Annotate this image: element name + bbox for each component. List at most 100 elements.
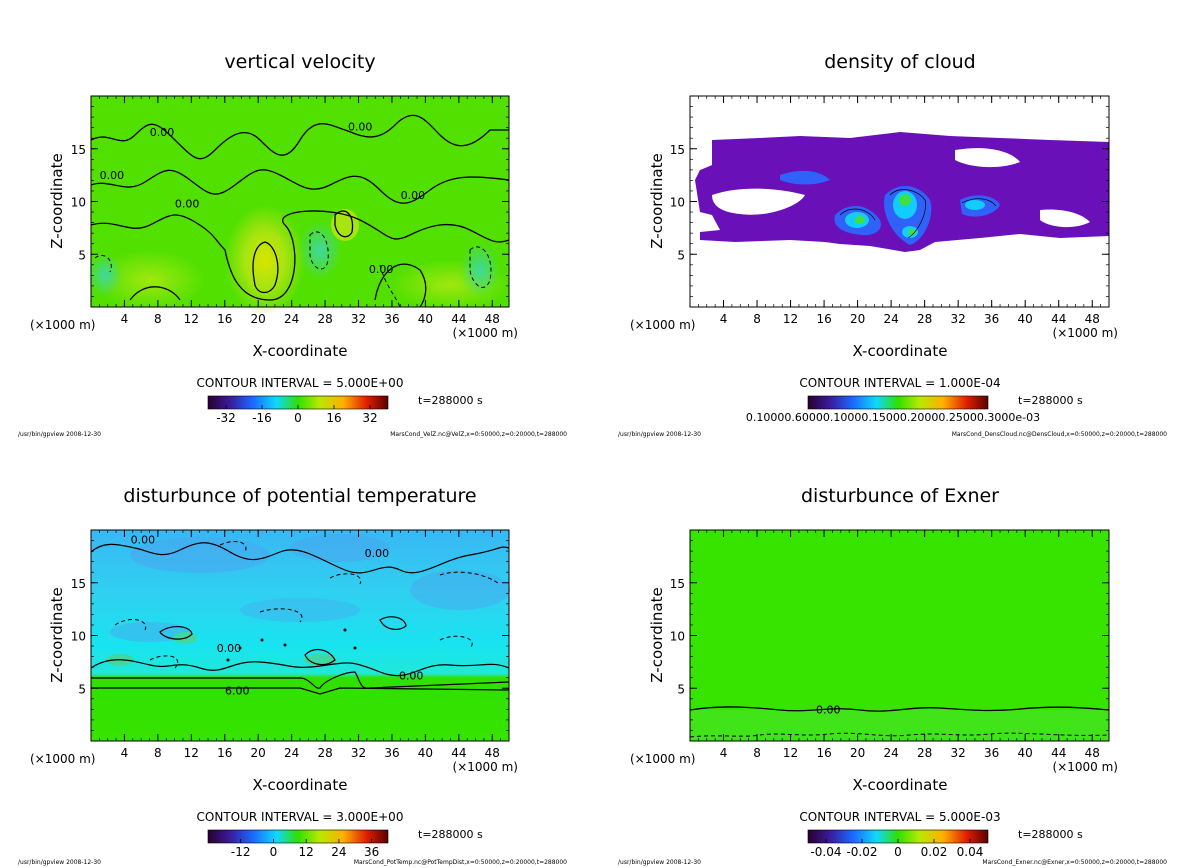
x-tick-label: 16	[217, 746, 232, 760]
x-unit-right: (×1000 m)	[453, 326, 518, 340]
x-tick-label: 12	[184, 746, 199, 760]
x-tick-label: 36	[984, 746, 999, 760]
colorbar-tick-label: -16	[252, 411, 272, 425]
contour-label: 0.00	[369, 263, 394, 276]
x-unit-left: (×1000 m)	[630, 752, 695, 766]
y-tick-label: 10	[670, 630, 685, 644]
colorbar-tick-label: 0.02	[921, 845, 948, 859]
x-tick-label: 4	[720, 312, 728, 326]
time-label: t=288000 s	[1018, 394, 1083, 407]
contour-interval: CONTOUR INTERVAL = 3.000E+00	[197, 810, 404, 824]
y-tick-label: 5	[677, 248, 685, 262]
y-tick-label: 10	[71, 196, 86, 210]
contour-label: 0.00	[100, 169, 125, 182]
x-tick-label: 28	[317, 312, 332, 326]
x-tick-label: 12	[783, 746, 798, 760]
x-tick-label: 32	[951, 746, 966, 760]
x-tick-label: 24	[284, 312, 299, 326]
x-tick-label: 20	[251, 312, 266, 326]
y-tick-label: 5	[78, 682, 86, 696]
contour-labels: 0.00 0.00 0.00 0.00 6.00	[131, 533, 424, 697]
x-unit-right: (×1000 m)	[1053, 326, 1118, 340]
chart-title: density of cloud	[824, 51, 976, 73]
x-axis-label: X-coordinate	[853, 342, 948, 360]
colorbar: -32 -16 0 16 32	[207, 395, 389, 425]
y-tick-label: 10	[670, 196, 685, 210]
y-tick-label: 15	[670, 577, 685, 591]
contour-label: 0.00	[131, 533, 156, 546]
x-tick-label: 44	[451, 746, 466, 760]
contour-label: 0.00	[816, 703, 841, 716]
x-tick-label: 4	[121, 312, 129, 326]
time-label: t=288000 s	[418, 828, 483, 841]
contour-interval: CONTOUR INTERVAL = 1.000E-04	[799, 376, 1000, 390]
plot-area	[90, 529, 510, 742]
footer-right: MarsCond_VelZ.nc@VelZ,x=0:50000,z=0:2000…	[390, 431, 567, 438]
x-tick-label: 48	[485, 746, 500, 760]
x-tick-label: 28	[317, 746, 332, 760]
contour-labels: 0.00	[816, 703, 841, 716]
x-tick-label: 36	[984, 312, 999, 326]
x-tick-label: 40	[1018, 312, 1033, 326]
footer-left: /usr/bin/gpview 2008-12-30	[18, 431, 101, 438]
colorbar-tick-label: 32	[362, 411, 377, 425]
colorbar: 0.10000.60000.10000.15000.20000.25000.30…	[746, 395, 1040, 424]
plot-area	[689, 95, 1110, 308]
x-tick-label: 8	[753, 312, 761, 326]
x-unit-left: (×1000 m)	[30, 752, 95, 766]
plot-area	[87, 95, 510, 315]
y-tick-label: 15	[71, 577, 86, 591]
x-tick-label: 4	[720, 746, 728, 760]
x-tick-label: 28	[917, 312, 932, 326]
contour-label: 6.00	[225, 684, 250, 697]
colorbar: -12 0 12 24 36	[207, 829, 389, 859]
x-tick-label: 8	[753, 746, 761, 760]
y-tick-label: 5	[78, 248, 86, 262]
x-tick-label: 28	[917, 746, 932, 760]
panel-vertical-velocity: vertical velocity	[18, 51, 567, 438]
panel-potential-temperature: disturbunce of potential temperature	[18, 485, 567, 866]
contour-interval: CONTOUR INTERVAL = 5.000E+00	[197, 376, 404, 390]
contour-label: 0.00	[217, 642, 242, 655]
x-tick-label: 20	[850, 746, 865, 760]
x-tick-label: 48	[1085, 746, 1100, 760]
colorbar-tick-label: 0	[894, 845, 902, 859]
x-tick-label: 24	[883, 312, 898, 326]
x-tick-label: 40	[1018, 746, 1033, 760]
contour-label: 0.00	[399, 670, 424, 683]
colorbar-tick-label: -32	[216, 411, 236, 425]
x-tick-label: 44	[451, 312, 466, 326]
x-tick-label: 40	[418, 312, 433, 326]
y-axis-label: Z-coordinate	[48, 587, 66, 682]
x-unit-right: (×1000 m)	[453, 760, 518, 774]
y-tick-label: 15	[71, 143, 86, 157]
y-axis-label: Z-coordinate	[648, 587, 666, 682]
colorbar-tick-label: 0	[270, 845, 278, 859]
y-tick-label: 15	[670, 143, 685, 157]
colorbar-tick-label: 0.04	[957, 845, 984, 859]
x-tick-label: 32	[951, 312, 966, 326]
x-tick-label: 16	[217, 312, 232, 326]
x-unit-left: (×1000 m)	[630, 318, 695, 332]
x-unit-left: (×1000 m)	[30, 318, 95, 332]
x-axis-label: X-coordinate	[853, 776, 948, 794]
x-tick-label: 12	[184, 312, 199, 326]
y-axis-label: Z-coordinate	[48, 153, 66, 248]
x-tick-label: 48	[1085, 312, 1100, 326]
colorbar-tick-label: -0.02	[846, 845, 877, 859]
x-tick-label: 20	[251, 746, 266, 760]
x-unit-right: (×1000 m)	[1053, 760, 1118, 774]
colorbar-tick-label: 36	[364, 845, 379, 859]
y-tick-label: 10	[71, 630, 86, 644]
colorbar: -0.04 -0.02 0 0.02 0.04	[807, 829, 989, 859]
x-tick-label: 4	[121, 746, 129, 760]
x-tick-label: 36	[384, 746, 399, 760]
time-label: t=288000 s	[418, 394, 483, 407]
x-tick-label: 16	[816, 312, 831, 326]
footer-right: MarsCond_DensCloud.nc@DensCloud,x=0:5000…	[952, 431, 1167, 438]
footer-left: /usr/bin/gpview 2008-12-30	[618, 859, 701, 866]
